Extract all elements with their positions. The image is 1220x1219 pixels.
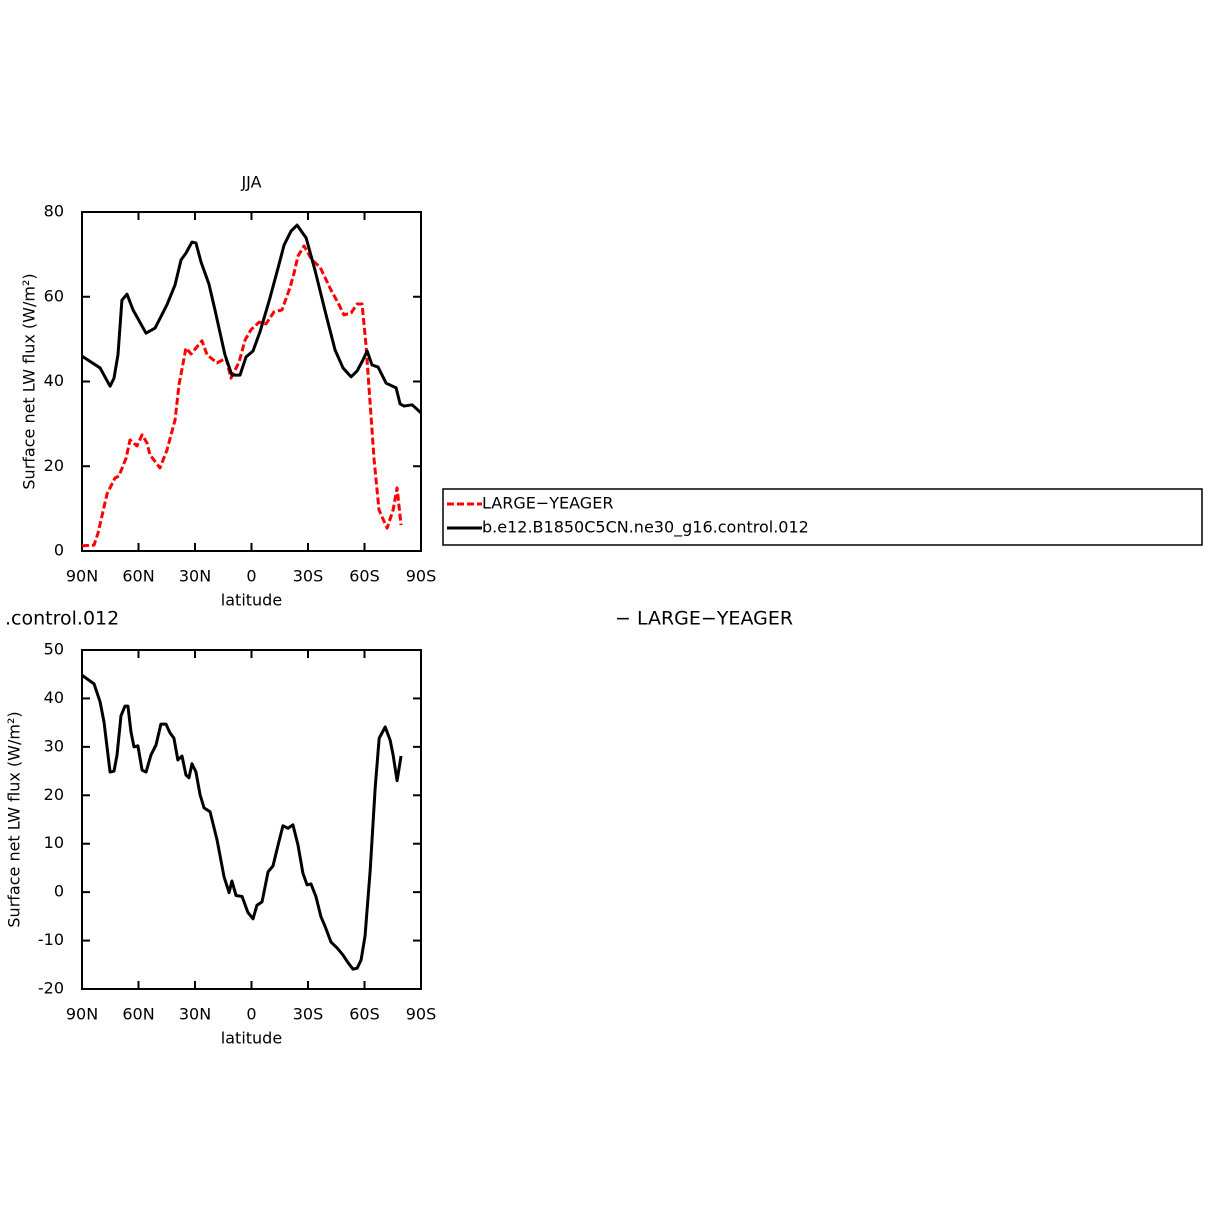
plot-frame: [81, 211, 422, 552]
chart-title-right: − LARGE−YEAGER: [615, 608, 793, 630]
plot-frame: [81, 649, 422, 990]
x-tick-label: 60N: [122, 1005, 154, 1024]
legend-label: b.e12.B1850C5CN.ne30_g16.control.012: [482, 518, 809, 538]
x-tick-label: 60S: [349, 567, 380, 586]
x-axis-label: latitude: [221, 591, 282, 610]
x-axis-label: latitude: [221, 1029, 282, 1048]
data-line: [81, 223, 423, 414]
data-line: [81, 244, 403, 548]
x-tick-label: 0: [246, 567, 256, 586]
y-axis-label: Surface net LW flux (W/m²): [5, 711, 24, 927]
x-tick-label: 30N: [179, 567, 211, 586]
x-tick-label: 90S: [406, 567, 437, 586]
y-tick-label: 30: [44, 736, 64, 755]
y-tick-label: 80: [44, 202, 64, 221]
x-tick-label: 30N: [179, 1005, 211, 1024]
y-tick-label: 40: [44, 688, 64, 707]
y-axis-label: Surface net LW flux (W/m²): [20, 273, 39, 489]
y-tick-label: 50: [44, 640, 64, 659]
x-tick-label: 30S: [293, 1005, 324, 1024]
data-line: [81, 673, 403, 971]
chart-title-left: .control.012: [5, 608, 119, 630]
y-tick-label: 20: [44, 785, 64, 804]
y-tick-label: 60: [44, 286, 64, 305]
x-tick-label: 90S: [406, 1005, 437, 1024]
legend-box: [442, 488, 1203, 546]
x-tick-label: 90N: [66, 1005, 98, 1024]
y-tick-label: 40: [44, 371, 64, 390]
chart-title: JJA: [240, 173, 261, 192]
x-tick-label: 60S: [349, 1005, 380, 1024]
x-tick-label: 0: [246, 1005, 256, 1024]
y-tick-label: 0: [54, 882, 64, 901]
legend-label: LARGE−YEAGER: [482, 494, 613, 513]
y-tick-label: -20: [38, 979, 64, 998]
x-tick-label: 30S: [293, 567, 324, 586]
y-tick-label: 0: [54, 541, 64, 560]
x-tick-label: 90N: [66, 567, 98, 586]
y-tick-label: 20: [44, 456, 64, 475]
y-tick-label: -10: [38, 930, 64, 949]
x-tick-label: 60N: [122, 567, 154, 586]
y-tick-label: 10: [44, 833, 64, 852]
